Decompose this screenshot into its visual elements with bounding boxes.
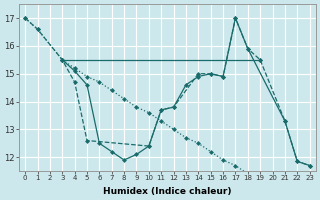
X-axis label: Humidex (Indice chaleur): Humidex (Indice chaleur) — [103, 187, 232, 196]
